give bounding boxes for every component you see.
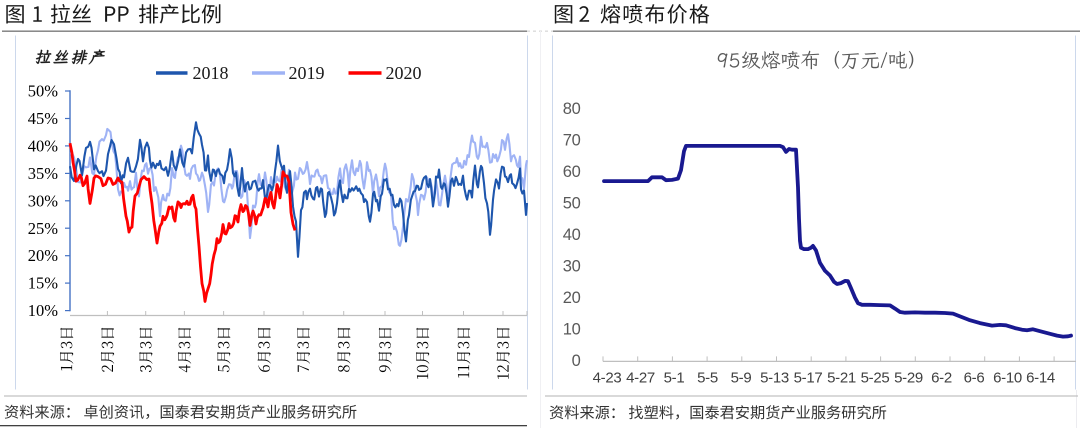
svg-text:5-5: 5-5 bbox=[697, 370, 718, 387]
svg-text:10%: 10% bbox=[28, 301, 59, 320]
svg-text:5-25: 5-25 bbox=[861, 370, 890, 387]
svg-text:30: 30 bbox=[563, 258, 581, 276]
svg-text:5-13: 5-13 bbox=[760, 370, 789, 387]
svg-text:15%: 15% bbox=[28, 274, 59, 293]
svg-text:6-2: 6-2 bbox=[931, 370, 952, 387]
svg-text:6-14: 6-14 bbox=[1026, 370, 1055, 387]
svg-text:6-6: 6-6 bbox=[964, 370, 985, 387]
svg-text:4-27: 4-27 bbox=[626, 370, 655, 387]
svg-text:2020: 2020 bbox=[386, 63, 422, 83]
svg-text:40: 40 bbox=[563, 226, 581, 244]
svg-text:6-10: 6-10 bbox=[993, 370, 1022, 387]
svg-text:35%: 35% bbox=[28, 164, 59, 183]
svg-text:2018: 2018 bbox=[193, 63, 229, 83]
svg-text:30%: 30% bbox=[28, 191, 59, 210]
svg-text:40%: 40% bbox=[28, 136, 59, 155]
svg-text:20%: 20% bbox=[28, 246, 59, 265]
svg-text:5-17: 5-17 bbox=[794, 370, 823, 387]
svg-text:5-29: 5-29 bbox=[894, 370, 923, 387]
svg-text:45%: 45% bbox=[28, 109, 59, 128]
svg-text:5-9: 5-9 bbox=[731, 370, 752, 387]
svg-text:80: 80 bbox=[563, 100, 581, 118]
svg-text:25%: 25% bbox=[28, 219, 59, 238]
svg-text:70: 70 bbox=[563, 132, 581, 150]
svg-text:0: 0 bbox=[572, 352, 581, 370]
svg-text:2019: 2019 bbox=[289, 63, 325, 83]
svg-text:50: 50 bbox=[563, 195, 581, 213]
svg-text:5-1: 5-1 bbox=[664, 370, 685, 387]
svg-text:4-23: 4-23 bbox=[593, 370, 622, 387]
svg-text:20: 20 bbox=[563, 289, 581, 307]
svg-text:50%: 50% bbox=[28, 82, 59, 101]
svg-text:60: 60 bbox=[563, 163, 581, 181]
svg-text:10: 10 bbox=[563, 321, 581, 339]
svg-text:5-21: 5-21 bbox=[827, 370, 856, 387]
